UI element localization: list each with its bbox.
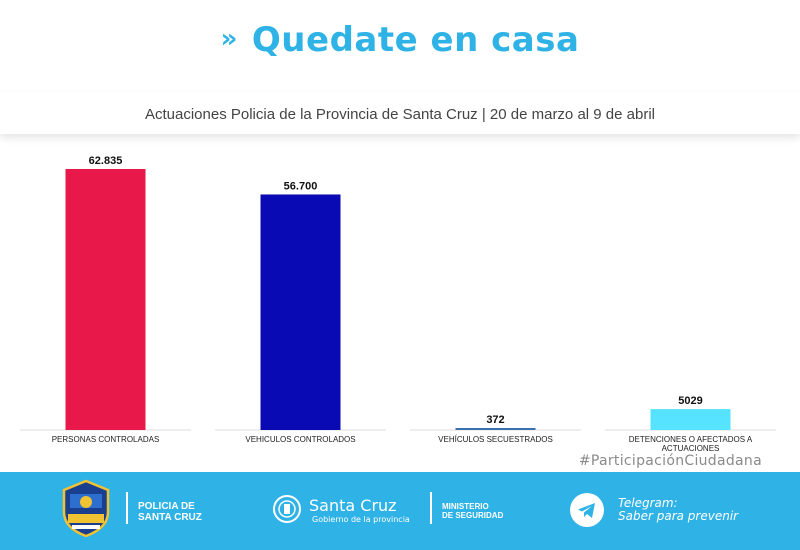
value-label: 62.835 bbox=[89, 155, 123, 167]
telegram-line-2: Saber para prevenir bbox=[618, 509, 739, 523]
province-seal-icon bbox=[273, 495, 301, 523]
category-label: VEHICULOS CONTROLADOS bbox=[245, 435, 355, 444]
ministerio-label: MINISTERIO DE SEGURIDAD bbox=[442, 502, 503, 520]
footer-divider bbox=[126, 492, 128, 524]
bar bbox=[650, 409, 731, 430]
telegram-line-1: Telegram: bbox=[618, 496, 678, 510]
footer: POLICIA DE SANTA CRUZ Santa Cruz Gobierno… bbox=[0, 472, 800, 550]
bar bbox=[455, 428, 536, 430]
bar-chart: 62.835 PERSONAS CONTROLADAS 56.700 VEHICULO… bbox=[20, 155, 776, 453]
footer-divider bbox=[430, 492, 432, 524]
chart-subtitle: Actuaciones Policia de la Provincia de S… bbox=[144, 106, 655, 123]
santa-cruz-label: Santa Cruz bbox=[309, 496, 397, 515]
value-label: 372 bbox=[486, 414, 504, 426]
gobierno-label: Gobierno de la provincia bbox=[312, 515, 410, 524]
policia-label: POLICIA DE SANTA CRUZ bbox=[138, 501, 202, 523]
header: » Quedate en casa bbox=[0, 0, 800, 90]
chevron-icon: » bbox=[220, 24, 238, 54]
headline-text: Quedate en casa bbox=[251, 20, 580, 60]
value-label: 5029 bbox=[678, 395, 702, 407]
policia-line-1: POLICIA DE bbox=[138, 501, 195, 512]
headline: » Quedate en casa bbox=[0, 20, 800, 60]
telegram-text[interactable]: Telegram: Saber para prevenir bbox=[618, 497, 738, 523]
value-label: 56.700 bbox=[284, 180, 318, 192]
category-label: PERSONAS CONTROLADAS bbox=[52, 435, 160, 444]
category-label: DETENCIONES O AFECTADOS A bbox=[629, 435, 753, 444]
category-label: ACTUACIONES bbox=[662, 444, 720, 453]
hashtag: #ParticipaciónCiudadana bbox=[578, 453, 762, 469]
telegram-icon[interactable] bbox=[570, 493, 604, 527]
ministerio-line-2: DE SEGURIDAD bbox=[442, 511, 504, 520]
bar bbox=[260, 194, 341, 430]
category-label: VEHÍCULOS SECUESTRADOS bbox=[438, 435, 553, 444]
ministerio-line-1: MINISTERIO bbox=[442, 502, 489, 511]
subtitle-band bbox=[0, 92, 800, 134]
police-badge-icon bbox=[62, 479, 110, 538]
bar bbox=[65, 168, 146, 430]
policia-line-2: SANTA CRUZ bbox=[138, 512, 202, 523]
